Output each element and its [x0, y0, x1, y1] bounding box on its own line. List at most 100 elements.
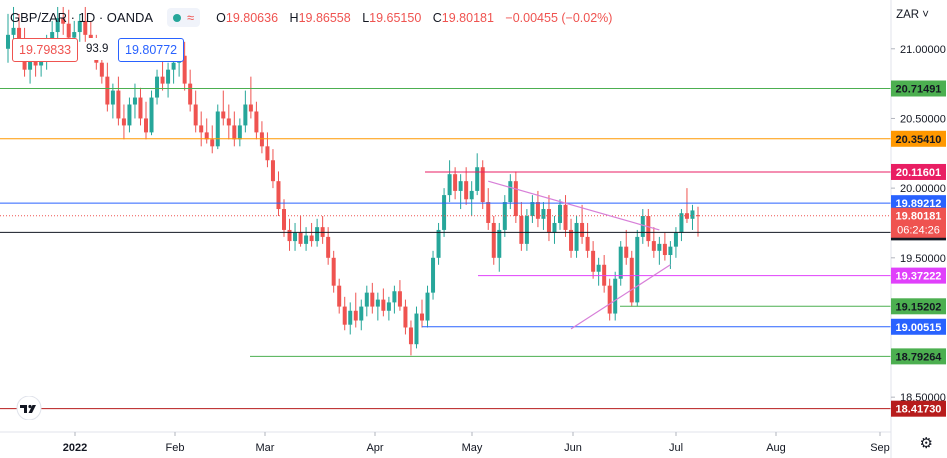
candle-body: [491, 222, 496, 258]
level-label-bg: [891, 267, 946, 284]
candle: [243, 90, 248, 133]
x-tick-label: May: [462, 442, 483, 454]
candle-body: [668, 246, 673, 256]
y-tick-label: 20.50000: [900, 113, 946, 125]
candle: [259, 121, 264, 154]
level-label: 20.35410: [891, 130, 946, 147]
candle-body: [11, 27, 16, 35]
candle-body: [370, 292, 375, 307]
legend-header: GBP/ZAR · 1D · OANDA ≈ O19.80636 H19.865…: [10, 8, 620, 27]
candle-body: [127, 104, 132, 126]
level-label-text: 19.89212: [896, 198, 942, 210]
candle-body: [132, 97, 137, 105]
candle: [508, 174, 513, 210]
candle-body: [657, 243, 662, 251]
legend-icons[interactable]: ≈: [167, 8, 201, 27]
candle-body: [215, 111, 220, 147]
candle-body: [149, 97, 154, 133]
candle-body: [635, 236, 640, 303]
symbol-title[interactable]: GBP/ZAR · 1D · OANDA: [10, 10, 154, 25]
candle: [408, 320, 413, 356]
candle-body: [342, 306, 347, 325]
candle: [535, 190, 540, 228]
gear-icon[interactable]: ⚙: [919, 435, 933, 452]
candle: [182, 41, 187, 91]
level-label-bg: [891, 298, 946, 315]
wave-icon: ≈: [187, 10, 195, 25]
candle: [254, 101, 259, 140]
candle-body: [375, 299, 380, 307]
candle: [331, 250, 336, 293]
candle: [668, 241, 673, 269]
candle: [66, 9, 71, 42]
candle: [342, 296, 347, 331]
pennant-layer: [488, 180, 671, 330]
candle: [127, 97, 132, 133]
candle-body: [679, 213, 684, 233]
candle-body: [105, 76, 110, 105]
candle: [640, 209, 645, 244]
candle-body: [298, 232, 303, 244]
candle-body: [221, 111, 226, 119]
x-tick-label: Feb: [166, 442, 185, 454]
level-label-bg: [891, 80, 946, 97]
pennant-lower-line: [570, 264, 671, 330]
candle-body: [304, 235, 309, 244]
level-label: 19.89212: [891, 195, 946, 212]
candle-body: [541, 209, 546, 219]
candle-body: [646, 216, 651, 242]
candle-body: [618, 246, 623, 279]
candle-body: [6, 34, 10, 49]
candle-body: [182, 55, 187, 84]
candle: [486, 188, 491, 230]
candle: [320, 216, 325, 244]
candle: [287, 218, 292, 251]
candle-body: [265, 146, 270, 161]
level-label: 18.79264: [891, 348, 946, 365]
candle-body: [204, 132, 209, 140]
y-tick-label: 21.00000: [900, 44, 946, 56]
candle: [491, 216, 496, 265]
currency-selector[interactable]: ZAR ˅: [896, 9, 929, 21]
buy-button[interactable]: 19.80772: [118, 38, 185, 62]
price-labels: 20.7149120.3541020.1160119.8921219.68257…: [891, 80, 946, 417]
candle-body: [519, 216, 524, 244]
candle: [552, 216, 557, 244]
candle: [646, 209, 651, 247]
candle-body: [431, 257, 436, 293]
candle-body: [486, 202, 491, 223]
candle-body: [469, 190, 474, 200]
candle-body: [392, 291, 397, 303]
candle: [392, 285, 397, 314]
market-open-icon: [173, 13, 182, 22]
candle-body: [607, 285, 612, 314]
level-label: 18.41730: [891, 400, 946, 417]
candle-body: [414, 313, 419, 345]
candle-body: [442, 195, 447, 230]
candle: [199, 111, 204, 147]
candle: [204, 118, 209, 144]
candle: [431, 250, 436, 300]
candle-body: [337, 285, 342, 307]
candle: [215, 104, 220, 150]
candle: [696, 206, 700, 237]
tradingview-logo-icon[interactable]: [14, 396, 44, 420]
candle-body: [39, 59, 44, 66]
level-label-bg: [891, 400, 946, 417]
candle-body: [420, 313, 424, 321]
candle-body: [243, 104, 248, 126]
candle-body: [397, 291, 402, 307]
candle: [591, 241, 596, 279]
candle-body: [116, 90, 121, 119]
level-label: 20.71491: [891, 80, 946, 97]
candle: [447, 160, 452, 203]
candle: [480, 160, 485, 210]
candle-body: [458, 181, 463, 191]
candle: [524, 209, 529, 251]
time-axis[interactable]: 2022 Feb Mar Apr May Jun Jul Aug Sep: [63, 432, 890, 454]
candle-body: [530, 202, 535, 216]
candle-body: [673, 232, 678, 247]
candle-body: [155, 76, 160, 98]
sell-button[interactable]: 19.79833: [12, 38, 79, 62]
